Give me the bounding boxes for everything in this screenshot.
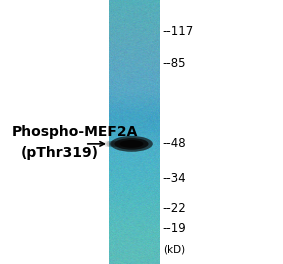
- Text: --22: --22: [163, 202, 186, 215]
- Ellipse shape: [114, 141, 124, 147]
- Ellipse shape: [115, 138, 149, 150]
- Text: --117: --117: [163, 25, 194, 38]
- Text: (kD): (kD): [163, 244, 185, 254]
- Ellipse shape: [117, 141, 127, 147]
- Ellipse shape: [110, 136, 153, 152]
- Ellipse shape: [104, 141, 111, 147]
- Ellipse shape: [112, 141, 121, 147]
- Text: --34: --34: [163, 172, 186, 185]
- Text: (pThr319): (pThr319): [21, 146, 99, 160]
- Text: --19: --19: [163, 222, 186, 235]
- Ellipse shape: [109, 141, 117, 147]
- Ellipse shape: [106, 141, 114, 147]
- Text: Phospho-MEF2A: Phospho-MEF2A: [11, 125, 138, 139]
- Text: --85: --85: [163, 57, 186, 70]
- Text: --48: --48: [163, 137, 186, 150]
- Ellipse shape: [120, 140, 143, 148]
